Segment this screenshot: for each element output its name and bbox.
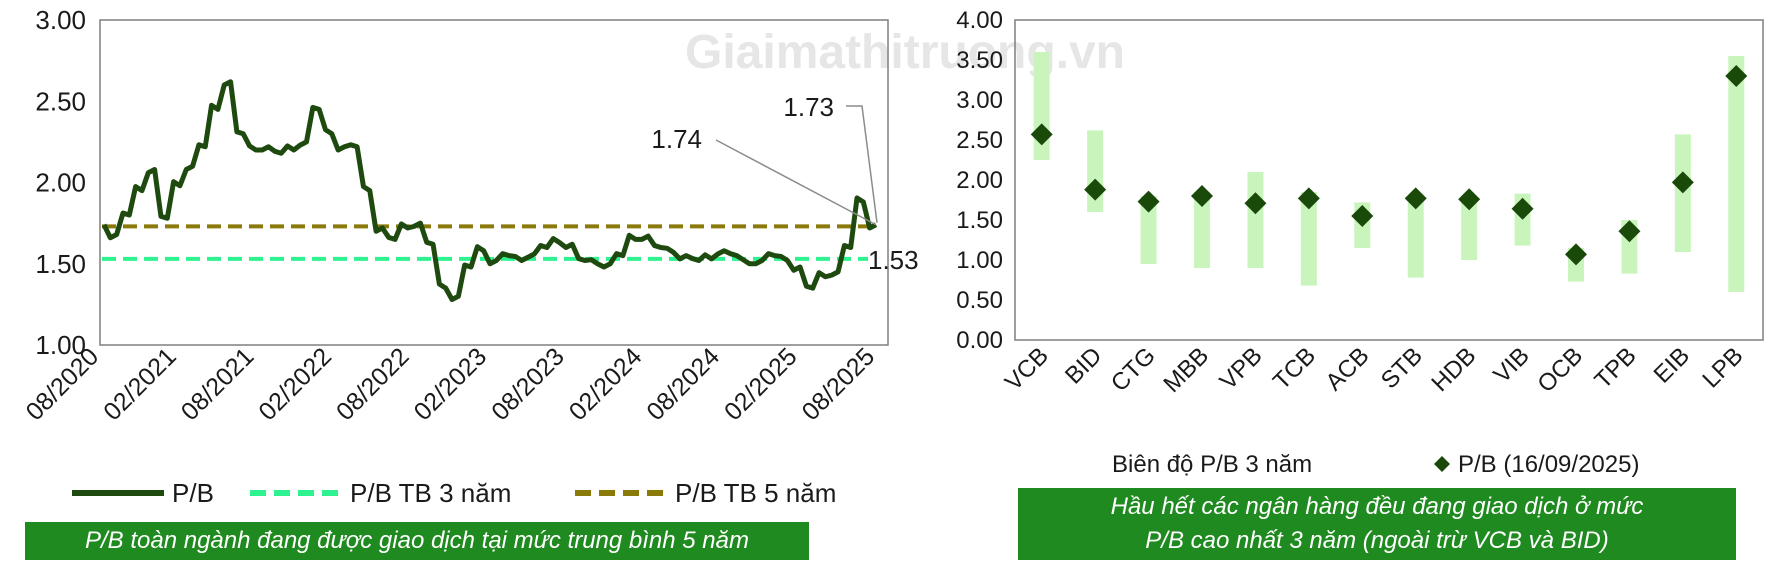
pb-marker-tpb	[1618, 220, 1641, 243]
pb-bank-range-chart: 0.00 0.50 1.00 1.50 2.00 2.50 3.00 3.50 4.00 VCB…	[956, 7, 1764, 478]
left-x-tick-label: 02/2023	[409, 342, 493, 426]
pb-history-chart: 1.00 1.50 2.00 2.50 3.00 08/202002/202108/20…	[21, 5, 919, 508]
left-y-tick-label: 1.00	[35, 330, 86, 360]
left-x-tick-label: 08/2024	[641, 342, 725, 426]
annotation-label-1-74: 1.74	[651, 124, 702, 154]
right-x-tick-label: VIB	[1488, 342, 1534, 388]
pb-marker-vcb	[1030, 123, 1053, 146]
left-x-tick-label: 02/2021	[98, 342, 182, 426]
annotation-label-1-53: 1.53	[868, 245, 919, 275]
right-plot-frame	[1014, 19, 1764, 341]
pb-marker-hdb	[1458, 188, 1481, 211]
pb-marker-stb	[1404, 187, 1427, 210]
right-x-tick-label: ACB	[1321, 342, 1375, 396]
right-x-tick-label: HDB	[1426, 342, 1481, 397]
right-x-tick-label: STB	[1376, 342, 1428, 394]
range-bar-ctg	[1140, 196, 1157, 264]
right-x-tick-label: TPB	[1590, 342, 1642, 394]
right-x-tick-label: VPB	[1215, 342, 1268, 395]
right-x-tick-label: CTG	[1106, 342, 1161, 397]
left-y-tick-label: 1.50	[35, 249, 86, 279]
range-bar-lpb	[1728, 56, 1745, 292]
range-bar-hdb	[1461, 196, 1478, 260]
right-x-tick-label: VCB	[1000, 342, 1054, 396]
range-bar-vpb	[1247, 172, 1264, 268]
pb-marker-vpb	[1244, 192, 1267, 215]
right-legend: Biên độ P/B 3 năm P/B (16/09/2025)	[1112, 451, 1639, 478]
right-y-tick-label: 2.00	[956, 167, 1003, 194]
pb-marker-bid	[1084, 178, 1107, 201]
watermark: Giaimathitruong.vn	[685, 26, 1125, 79]
pb-marker-ctg	[1137, 190, 1160, 213]
right-x-tick-label: LPB	[1697, 342, 1748, 393]
range-bar-stb	[1407, 194, 1424, 278]
left-caption: P/B toàn ngành đang được giao dịch tại m…	[25, 522, 809, 560]
left-x-tick-label: 02/2025	[719, 342, 803, 426]
right-y-tick-label: 4.00	[956, 7, 1003, 34]
left-y-tick-label: 3.00	[35, 5, 86, 35]
right-y-tick-label: 2.50	[956, 127, 1003, 154]
left-pb-line	[101, 79, 878, 302]
legend-pb-5y-label: P/B TB 5 năm	[675, 478, 836, 508]
right-caption-line-1: Hầu hết các ngân hàng đều đang giao dịch…	[1110, 493, 1644, 520]
left-y-ticks: 1.00 1.50 2.00 2.50 3.00	[35, 5, 86, 360]
right-y-tick-label: 0.50	[956, 287, 1003, 314]
annotation-label-1-73: 1.73	[783, 92, 834, 122]
pb-marker-lpb	[1725, 65, 1748, 87]
right-y-tick-label: 3.50	[956, 47, 1003, 74]
left-y-tick-label: 2.50	[35, 86, 86, 116]
range-bar-mbb	[1194, 192, 1210, 268]
right-y-ticks: 0.00 0.50 1.00 1.50 2.00 2.50 3.00 3.50 4.00	[956, 7, 1003, 354]
pb-series-line	[101, 79, 878, 302]
right-caption: Hầu hết các ngân hàng đều đang giao dịch…	[1018, 488, 1736, 560]
pb-marker-mbb	[1191, 185, 1213, 207]
legend-pb-label: P/B	[172, 478, 214, 508]
pb-marker-acb	[1351, 205, 1374, 227]
annotation-leader-1-73	[846, 105, 878, 223]
left-plot-frame	[99, 19, 889, 346]
left-x-tick-label: 08/2022	[331, 342, 415, 426]
left-x-tick-label: 08/2023	[486, 342, 570, 426]
left-annotations: 1.74 1.73 1.53	[651, 92, 918, 275]
left-x-tick-label: 02/2024	[564, 342, 648, 426]
pb-marker-vib	[1511, 197, 1534, 220]
right-x-tick-label: OCB	[1532, 342, 1588, 398]
right-y-tick-label: 1.50	[956, 207, 1003, 234]
right-range-bars	[1033, 52, 1745, 292]
right-caption-line-2: P/B cao nhất 3 năm (ngoài trừ VCB và BID…	[1145, 527, 1609, 554]
right-x-tick-label: EIB	[1649, 342, 1695, 388]
right-x-tick-label: MBB	[1158, 342, 1214, 398]
left-x-ticks: 08/202002/202108/202102/202208/202202/20…	[21, 342, 881, 426]
right-x-tick-label: TCB	[1268, 342, 1321, 395]
annotation-leader-1-74	[715, 139, 877, 226]
pb-marker-eib	[1671, 171, 1694, 194]
left-x-tick-label: 08/2025	[797, 342, 881, 426]
right-y-tick-label: 3.00	[956, 87, 1003, 114]
left-x-tick-label: 08/2021	[176, 342, 260, 426]
right-current-pb-markers	[1030, 65, 1748, 266]
left-x-tick-label: 02/2022	[253, 342, 337, 426]
legend-range-label: Biên độ P/B 3 năm	[1112, 451, 1312, 478]
right-y-tick-label: 1.00	[956, 247, 1003, 274]
right-y-tick-label: 0.00	[956, 327, 1003, 354]
right-x-tick-label: BID	[1060, 342, 1107, 389]
range-bar-tcb	[1300, 192, 1317, 286]
left-y-tick-label: 2.00	[35, 168, 86, 198]
legend-pb-3y-label: P/B TB 3 năm	[350, 478, 511, 508]
legend-pb-marker	[1434, 456, 1450, 472]
pb-marker-tcb	[1297, 187, 1320, 210]
left-legend: P/B P/B TB 3 năm P/B TB 5 năm	[72, 478, 836, 508]
pb-marker-ocb	[1565, 243, 1587, 266]
legend-pb-label: P/B (16/09/2025)	[1458, 451, 1639, 478]
